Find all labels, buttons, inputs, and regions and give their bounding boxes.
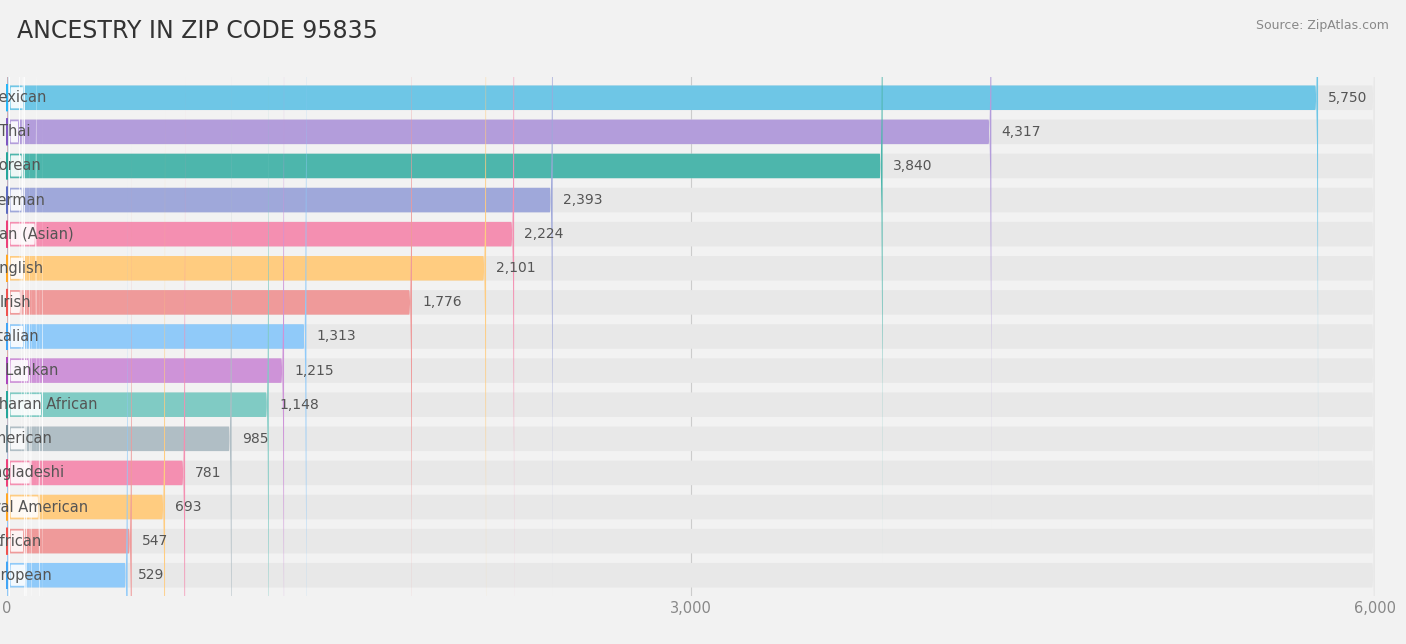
FancyBboxPatch shape bbox=[7, 0, 1375, 529]
Text: 1,313: 1,313 bbox=[316, 330, 356, 343]
Text: Thai: Thai bbox=[0, 124, 30, 139]
FancyBboxPatch shape bbox=[8, 0, 25, 565]
FancyBboxPatch shape bbox=[8, 0, 20, 428]
FancyBboxPatch shape bbox=[7, 42, 232, 644]
Text: 2,393: 2,393 bbox=[562, 193, 602, 207]
FancyBboxPatch shape bbox=[7, 0, 1375, 597]
Text: Italian: Italian bbox=[0, 329, 39, 344]
FancyBboxPatch shape bbox=[7, 0, 307, 644]
FancyBboxPatch shape bbox=[8, 0, 24, 497]
FancyBboxPatch shape bbox=[7, 0, 1375, 644]
FancyBboxPatch shape bbox=[7, 42, 1375, 644]
Text: Central American: Central American bbox=[0, 500, 89, 515]
Text: 4,317: 4,317 bbox=[1001, 125, 1040, 139]
Text: Irish: Irish bbox=[0, 295, 31, 310]
FancyBboxPatch shape bbox=[8, 40, 25, 633]
FancyBboxPatch shape bbox=[8, 0, 37, 531]
FancyBboxPatch shape bbox=[7, 0, 1375, 644]
FancyBboxPatch shape bbox=[7, 178, 128, 644]
Text: 985: 985 bbox=[242, 432, 269, 446]
FancyBboxPatch shape bbox=[7, 0, 991, 529]
FancyBboxPatch shape bbox=[8, 0, 25, 394]
Text: 1,148: 1,148 bbox=[278, 398, 319, 412]
FancyBboxPatch shape bbox=[7, 110, 1375, 644]
FancyBboxPatch shape bbox=[7, 76, 1375, 644]
Text: American: American bbox=[0, 431, 52, 446]
Text: African: African bbox=[0, 534, 42, 549]
Text: 781: 781 bbox=[195, 466, 222, 480]
Text: Indian (Asian): Indian (Asian) bbox=[0, 227, 73, 242]
Text: 547: 547 bbox=[142, 534, 169, 548]
Text: Sri Lankan: Sri Lankan bbox=[0, 363, 58, 378]
FancyBboxPatch shape bbox=[7, 8, 1375, 644]
FancyBboxPatch shape bbox=[8, 0, 24, 462]
FancyBboxPatch shape bbox=[7, 0, 1375, 563]
FancyBboxPatch shape bbox=[7, 0, 883, 563]
FancyBboxPatch shape bbox=[7, 0, 1375, 644]
Text: 2,224: 2,224 bbox=[524, 227, 564, 241]
Text: 1,776: 1,776 bbox=[422, 296, 461, 309]
Text: German: German bbox=[0, 193, 45, 207]
FancyBboxPatch shape bbox=[7, 76, 186, 644]
FancyBboxPatch shape bbox=[8, 245, 25, 644]
Text: ANCESTRY IN ZIP CODE 95835: ANCESTRY IN ZIP CODE 95835 bbox=[17, 19, 378, 43]
Text: English: English bbox=[0, 261, 44, 276]
FancyBboxPatch shape bbox=[8, 108, 44, 644]
Text: 1,215: 1,215 bbox=[294, 364, 335, 377]
Text: 3,840: 3,840 bbox=[893, 159, 932, 173]
FancyBboxPatch shape bbox=[8, 211, 39, 644]
FancyBboxPatch shape bbox=[7, 0, 515, 631]
FancyBboxPatch shape bbox=[7, 0, 1375, 495]
Text: Mexican: Mexican bbox=[0, 90, 46, 105]
Text: Bangladeshi: Bangladeshi bbox=[0, 466, 65, 480]
FancyBboxPatch shape bbox=[8, 74, 30, 644]
Text: 2,101: 2,101 bbox=[496, 261, 536, 275]
FancyBboxPatch shape bbox=[7, 0, 1317, 495]
FancyBboxPatch shape bbox=[7, 178, 1375, 644]
FancyBboxPatch shape bbox=[7, 0, 1375, 631]
Text: Korean: Korean bbox=[0, 158, 41, 173]
FancyBboxPatch shape bbox=[7, 8, 269, 644]
Text: Subsaharan African: Subsaharan African bbox=[0, 397, 97, 412]
FancyBboxPatch shape bbox=[7, 0, 486, 644]
FancyBboxPatch shape bbox=[7, 0, 1375, 644]
FancyBboxPatch shape bbox=[7, 110, 165, 644]
FancyBboxPatch shape bbox=[7, 0, 284, 644]
FancyBboxPatch shape bbox=[8, 176, 31, 644]
FancyBboxPatch shape bbox=[8, 142, 27, 644]
Text: Source: ZipAtlas.com: Source: ZipAtlas.com bbox=[1256, 19, 1389, 32]
FancyBboxPatch shape bbox=[7, 0, 553, 597]
FancyBboxPatch shape bbox=[7, 144, 1375, 644]
Text: 693: 693 bbox=[176, 500, 202, 514]
FancyBboxPatch shape bbox=[7, 0, 412, 644]
FancyBboxPatch shape bbox=[8, 279, 27, 644]
Text: 529: 529 bbox=[138, 568, 165, 582]
FancyBboxPatch shape bbox=[7, 144, 132, 644]
Text: 5,750: 5,750 bbox=[1329, 91, 1368, 105]
FancyBboxPatch shape bbox=[8, 6, 21, 599]
Text: European: European bbox=[0, 568, 52, 583]
